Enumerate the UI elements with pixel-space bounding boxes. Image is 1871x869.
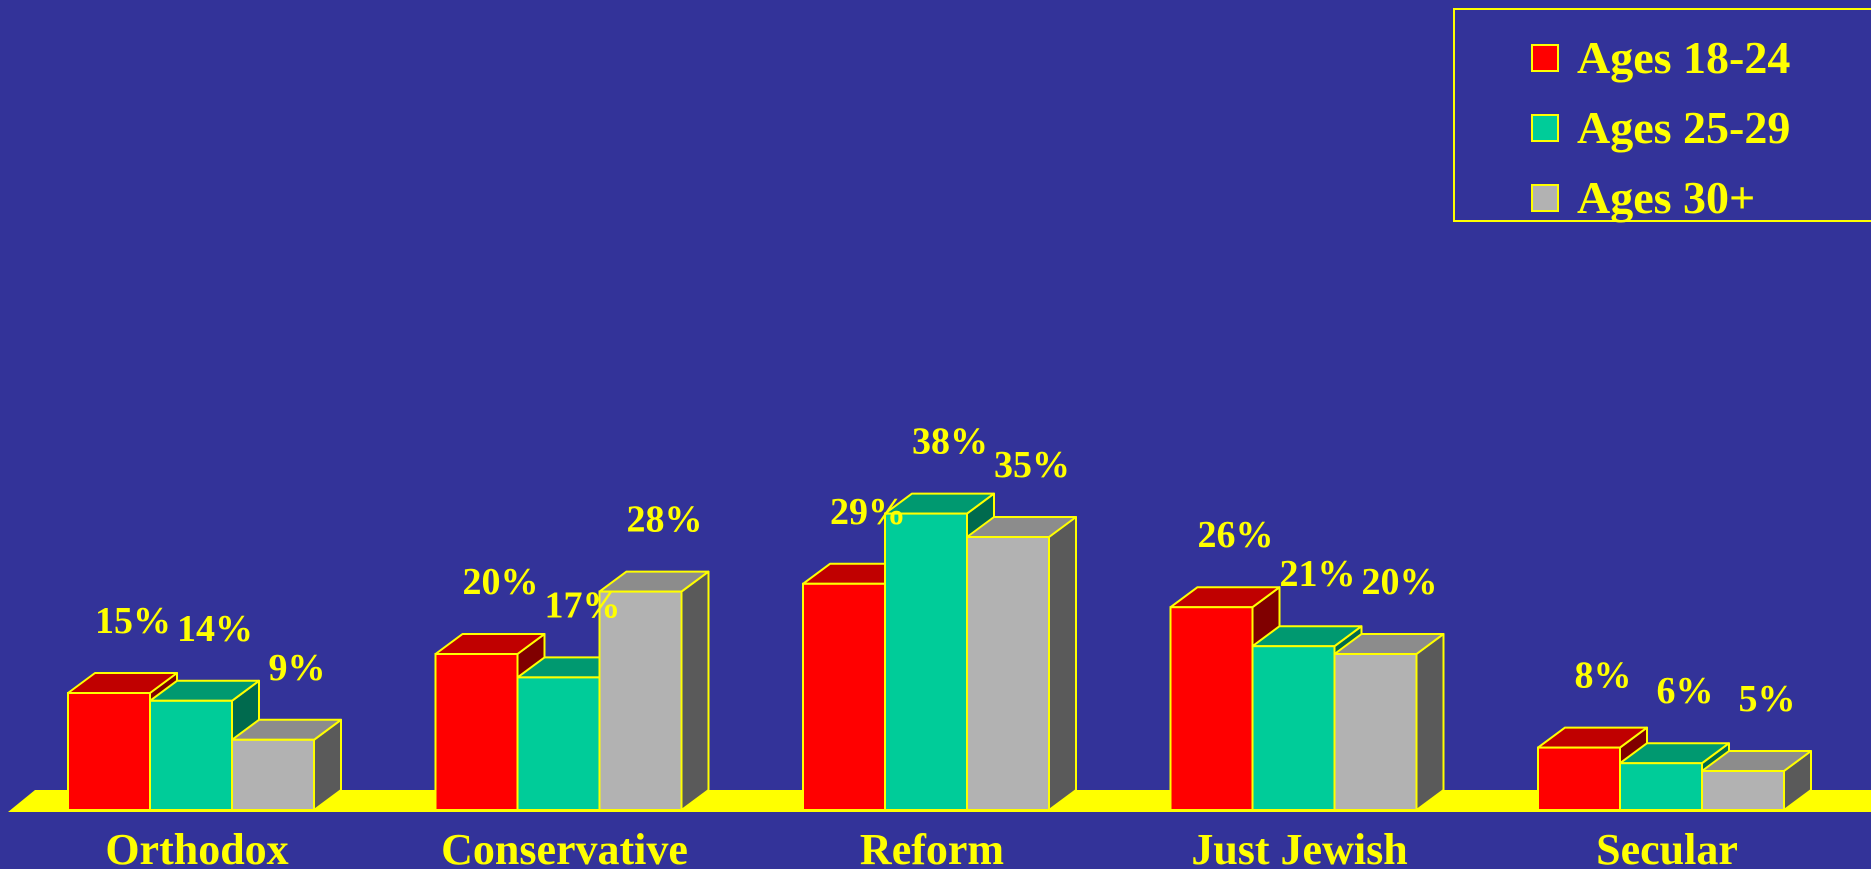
data-label-4-2: 21% bbox=[1280, 553, 1356, 595]
bar-4-3 bbox=[1333, 653, 1418, 811]
data-label-5-1: 8% bbox=[1575, 655, 1632, 697]
data-label-3-1: 29% bbox=[830, 491, 906, 533]
data-label-1-2: 14% bbox=[177, 608, 253, 650]
category-label-3: Reform bbox=[860, 825, 1004, 869]
legend-item-series-3: Ages 30+ bbox=[1531, 170, 1755, 226]
bar-3-1 bbox=[802, 582, 886, 811]
bar-2-2 bbox=[516, 676, 601, 812]
data-label-3-3: 35% bbox=[994, 444, 1070, 486]
bar-5-2 bbox=[1619, 762, 1703, 812]
legend: Ages 18-24 Ages 25-29 Ages 30+ bbox=[1453, 8, 1871, 223]
bar-5-1 bbox=[1537, 746, 1621, 811]
data-label-1-1: 15% bbox=[95, 600, 171, 642]
data-label-5-3: 5% bbox=[1739, 678, 1796, 720]
legend-label-series-1: Ages 18-24 bbox=[1577, 32, 1791, 83]
bar-4-1 bbox=[1169, 606, 1254, 812]
data-label-3-2: 38% bbox=[912, 421, 988, 463]
category-label-2: Conservative bbox=[441, 825, 688, 869]
data-label-4-1: 26% bbox=[1198, 514, 1274, 556]
category-label-1: Orthodox bbox=[105, 825, 288, 869]
data-label-2-1: 20% bbox=[463, 561, 539, 603]
bar-5-3 bbox=[1701, 770, 1785, 811]
data-label-5-2: 6% bbox=[1657, 670, 1714, 712]
bar-side-3-3 bbox=[1048, 516, 1077, 811]
bar-side-4-3 bbox=[1415, 633, 1445, 811]
bar-3-3 bbox=[966, 536, 1050, 811]
bar-2-3 bbox=[598, 590, 683, 811]
category-label-4: Just Jewish bbox=[1191, 825, 1407, 869]
legend-swatch-series-2 bbox=[1531, 114, 1559, 142]
legend-label-series-3: Ages 30+ bbox=[1577, 172, 1756, 223]
data-label-2-2: 17% bbox=[545, 584, 621, 626]
category-label-5: Secular bbox=[1596, 825, 1738, 869]
data-label-4-3: 20% bbox=[1362, 561, 1438, 603]
bar-3-2 bbox=[884, 512, 968, 811]
legend-item-series-1: Ages 18-24 bbox=[1531, 30, 1790, 86]
bar-side-2-3 bbox=[680, 570, 710, 811]
bar-1-3 bbox=[231, 738, 315, 811]
bar-2-1 bbox=[434, 653, 519, 811]
legend-swatch-series-1 bbox=[1531, 44, 1559, 72]
bar-1-1 bbox=[67, 692, 151, 811]
legend-swatch-series-3 bbox=[1531, 184, 1559, 212]
data-label-2-3: 28% bbox=[627, 499, 703, 541]
legend-item-series-2: Ages 25-29 bbox=[1531, 100, 1790, 156]
bar-1-2 bbox=[149, 699, 233, 811]
data-label-1-3: 9% bbox=[269, 647, 326, 689]
bar-4-2 bbox=[1251, 645, 1336, 812]
legend-label-series-2: Ages 25-29 bbox=[1577, 102, 1791, 153]
